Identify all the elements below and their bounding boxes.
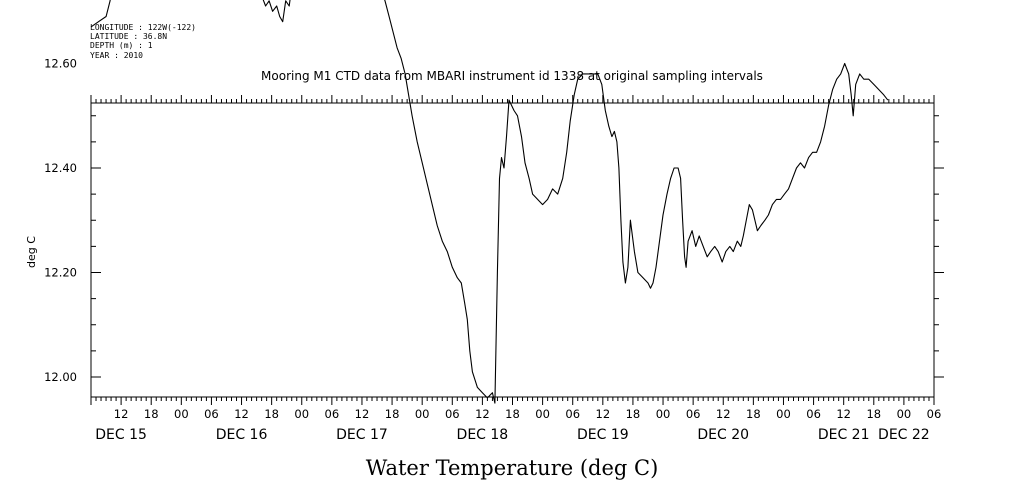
x-tick-label: 00: [656, 407, 671, 421]
x-day-label: DEC 15: [95, 427, 147, 443]
x-tick-label: 06: [686, 407, 701, 421]
x-tick-label: 12: [836, 407, 851, 421]
x-tick-label: 06: [325, 407, 340, 421]
x-tick-label: 18: [746, 407, 761, 421]
x-axis-label: Water Temperature (deg C): [366, 456, 659, 480]
x-axis: 12 18 00 06 12 18 00 06 12 18 00 06 12 18 00 06 12 18 00 06…: [90, 95, 942, 443]
x-tick-label: 12: [114, 407, 129, 421]
temperature-series-line: [90, 0, 889, 404]
x-tick-label: 00: [776, 407, 791, 421]
x-tick-label: 12: [475, 407, 490, 421]
header-longitude: LONGITUDE : 122W(-122): [90, 23, 196, 32]
x-tick-label: 00: [294, 407, 309, 421]
x-day-label: DEC 19: [577, 427, 629, 443]
header-latitude: LATITUDE : 36.8N: [90, 32, 167, 41]
x-tick-label: 00: [415, 407, 430, 421]
x-tick-label: 06: [445, 407, 460, 421]
x-day-label: DEC 20: [697, 427, 749, 443]
x-tick-label: 18: [505, 407, 520, 421]
x-day-label: DEC 17: [336, 427, 388, 443]
x-day-label: DEC 18: [457, 427, 509, 443]
metadata-header: LONGITUDE : 122W(-122) LATITUDE : 36.8N …: [90, 23, 196, 60]
x-tick-label: 18: [626, 407, 641, 421]
x-tick-label: 00: [897, 407, 912, 421]
x-tick-label: 00: [174, 407, 189, 421]
y-tick-label: 12.40: [44, 161, 77, 175]
x-tick-label: 06: [204, 407, 219, 421]
y-tick-label: 12.20: [44, 266, 77, 280]
plot-frame: [90, 102, 935, 398]
x-tick-label: 00: [535, 407, 550, 421]
x-tick-label: 18: [866, 407, 881, 421]
x-day-label: DEC 16: [216, 427, 268, 443]
x-tick-label: 06: [927, 407, 942, 421]
header-depth: DEPTH (m) : 1: [90, 41, 153, 50]
y-tick-label: 12.60: [44, 57, 77, 71]
x-tick-label: 12: [596, 407, 611, 421]
plot-area: [90, 0, 889, 404]
x-tick-label: 06: [806, 407, 821, 421]
x-tick-label: 18: [144, 407, 159, 421]
x-tick-label: 18: [385, 407, 400, 421]
chart-title: Mooring M1 CTD data from MBARI instrumen…: [261, 69, 763, 83]
x-tick-label: 12: [716, 407, 731, 421]
x-tick-label: 12: [355, 407, 370, 421]
y-tick-label: 12.00: [44, 370, 77, 384]
x-day-label: DEC 22: [878, 427, 930, 443]
x-tick-label: 18: [264, 407, 279, 421]
x-tick-label: 06: [565, 407, 580, 421]
x-day-label: DEC 21: [818, 427, 870, 443]
x-tick-label: 12: [234, 407, 249, 421]
header-year: YEAR : 2010: [90, 51, 143, 60]
y-axis-label: deg C: [25, 236, 38, 268]
